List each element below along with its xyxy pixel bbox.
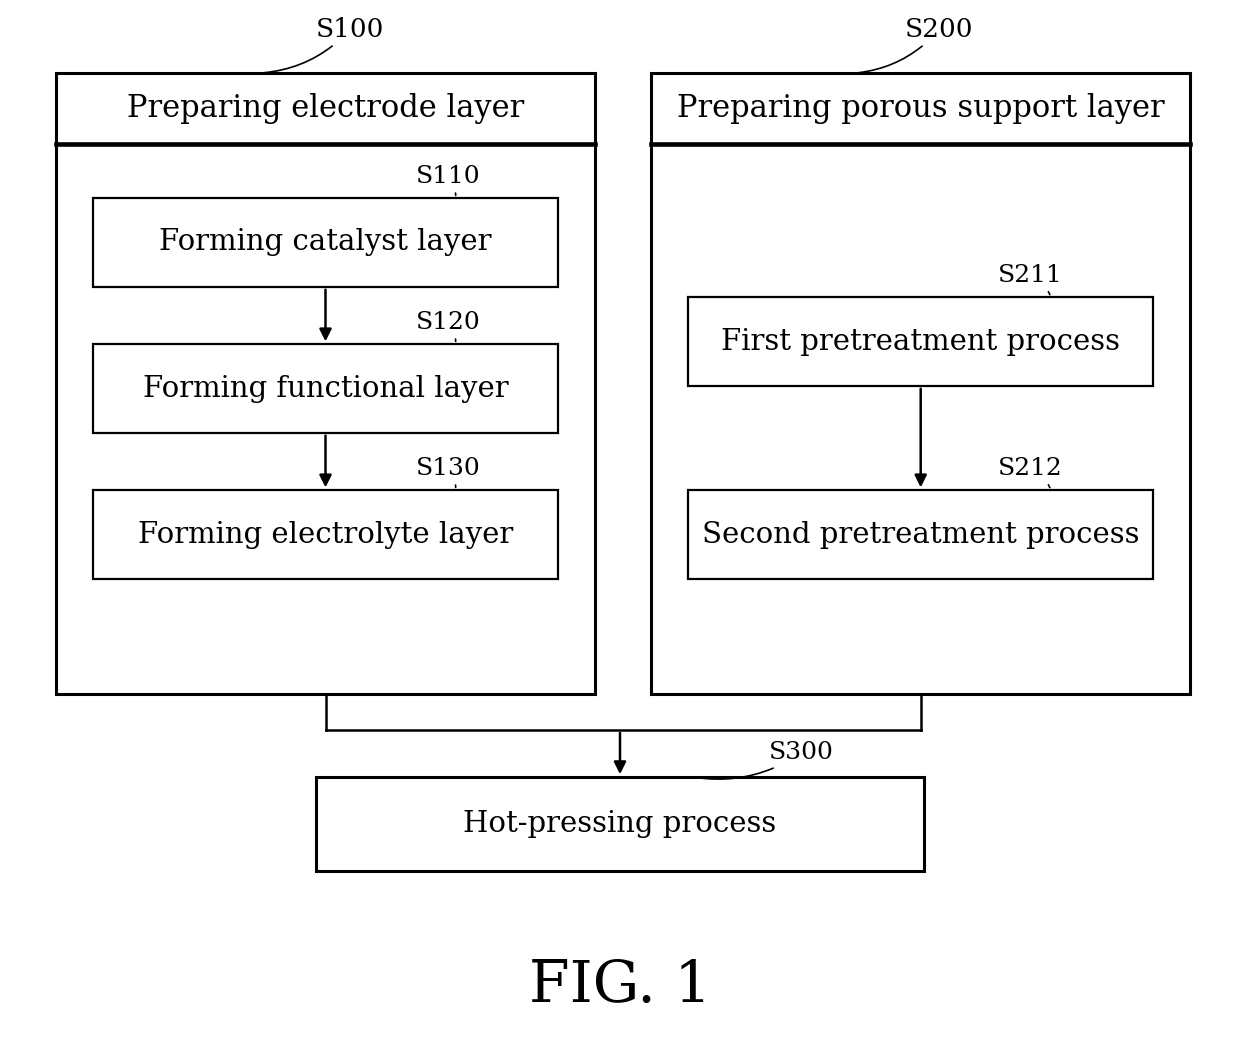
- Bar: [688, 297, 1153, 386]
- Text: Second pretreatment process: Second pretreatment process: [702, 520, 1140, 549]
- Text: Preparing electrode layer: Preparing electrode layer: [126, 93, 525, 124]
- Text: Hot-pressing process: Hot-pressing process: [464, 810, 776, 838]
- Text: S120: S120: [415, 311, 480, 341]
- Bar: [688, 490, 1153, 579]
- Text: S200: S200: [859, 17, 973, 73]
- Text: Forming catalyst layer: Forming catalyst layer: [159, 228, 492, 257]
- Bar: [56, 73, 595, 694]
- Bar: [93, 198, 558, 287]
- Text: Preparing porous support layer: Preparing porous support layer: [677, 93, 1164, 124]
- Text: Forming functional layer: Forming functional layer: [143, 374, 508, 403]
- Bar: [316, 777, 924, 871]
- Text: S212: S212: [998, 457, 1063, 488]
- Text: S211: S211: [998, 264, 1063, 295]
- Text: FIG. 1: FIG. 1: [528, 957, 712, 1014]
- Bar: [93, 344, 558, 433]
- Text: First pretreatment process: First pretreatment process: [722, 328, 1120, 356]
- Bar: [93, 490, 558, 579]
- Text: S300: S300: [696, 742, 833, 779]
- Text: S130: S130: [415, 457, 480, 487]
- Text: Forming electrolyte layer: Forming electrolyte layer: [138, 520, 513, 549]
- Bar: [651, 73, 1190, 694]
- Text: S100: S100: [264, 17, 384, 73]
- Text: S110: S110: [415, 165, 480, 195]
